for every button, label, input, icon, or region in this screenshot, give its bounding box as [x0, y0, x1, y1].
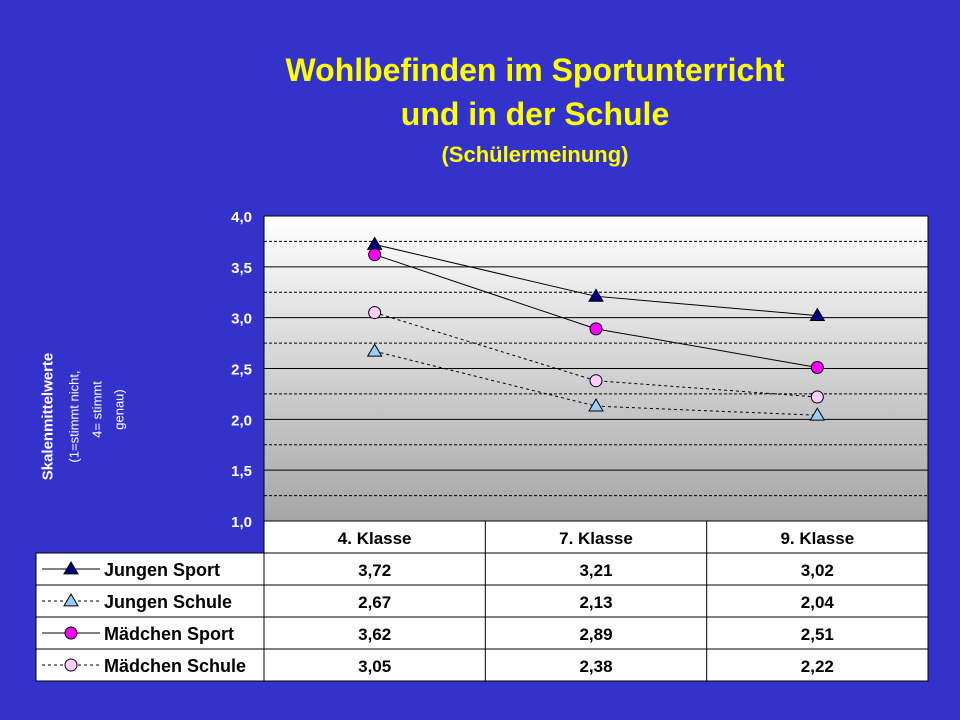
data-label-2-1: 2,89	[579, 625, 612, 644]
data-label-1-1: 2,13	[579, 593, 612, 612]
table-header-bg	[263, 520, 929, 554]
data-label-0-1: 3,21	[579, 561, 612, 580]
y-axis-title: Skalenmittelwerte	[39, 352, 57, 481]
legend-marker-1	[63, 593, 79, 607]
legend-label-3: Mädchen Schule	[104, 656, 246, 676]
data-point-2-0	[368, 248, 382, 262]
data-point-3-0	[368, 306, 382, 320]
legend-marker-0	[63, 561, 79, 575]
y-axis-note-1: (1=stimmt nicht,	[66, 370, 82, 463]
y-axis-note-2: 4= stimmt	[89, 381, 105, 438]
data-label-1-0: 2,67	[358, 593, 391, 612]
data-label-2-0: 3,62	[358, 625, 391, 644]
data-point-1-0	[366, 343, 383, 357]
data-label-2-2: 2,51	[801, 625, 834, 644]
y-tick-label: 1,0	[231, 514, 252, 531]
chart-subtitle: (Schülermeinung)	[441, 142, 629, 167]
x-category-label: 4. Klasse	[338, 529, 412, 548]
y-tick-label: 3,0	[231, 311, 252, 328]
data-point-1-1	[588, 398, 604, 412]
data-label-3-0: 3,05	[358, 657, 391, 676]
data-label-0-2: 3,02	[801, 561, 834, 580]
series-line-3	[374, 312, 818, 398]
data-point-2-2	[810, 360, 824, 374]
data-point-1-2	[809, 407, 826, 421]
data-point-0-2	[809, 307, 826, 322]
y-axis-note-3: genau)	[111, 389, 127, 430]
y-tick-label: 4,0	[231, 209, 252, 226]
series-markers	[366, 236, 826, 421]
chart-title-line-1: Wohlbefinden im Sportunterricht	[285, 52, 785, 88]
legend-marker-2	[64, 626, 78, 640]
legend-label-2: Mädchen Sport	[104, 624, 234, 644]
legend-label-0: Jungen Sport	[104, 560, 220, 580]
x-category-label: 7. Klasse	[559, 529, 633, 548]
legend-marker-3	[64, 658, 78, 672]
y-axis-tick-labels: 1,0 1,5 2,0 2,5 3,0 3,5 4,0	[231, 209, 252, 531]
x-category-label: 9. Klasse	[780, 529, 854, 548]
data-point-3-2	[810, 390, 824, 404]
data-label-0-0: 3,72	[358, 561, 391, 580]
data-point-3-1	[589, 374, 603, 388]
data-point-2-1	[589, 322, 603, 336]
y-tick-label: 1,5	[231, 463, 252, 480]
data-label-3-1: 2,38	[579, 657, 612, 676]
legend-label-1: Jungen Schule	[104, 592, 232, 612]
chart-title-line-2: und in der Schule	[400, 96, 670, 132]
y-tick-label: 2,5	[231, 362, 252, 379]
data-point-0-1	[588, 288, 604, 302]
data-label-1-2: 2,04	[801, 593, 835, 612]
data-table: 4. Klasse 7. Klasse 9. Klasse Jungen Sport 3…	[35, 520, 929, 682]
y-tick-label: 3,5	[231, 260, 252, 277]
y-tick-label: 2,0	[231, 412, 252, 429]
data-label-3-2: 2,22	[801, 657, 834, 676]
